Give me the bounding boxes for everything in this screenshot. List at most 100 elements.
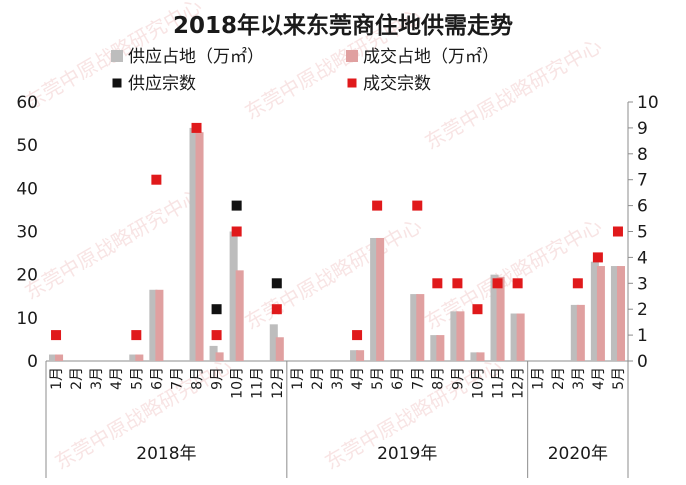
bar-deal-area (596, 266, 605, 361)
bar-deal-area (195, 132, 204, 361)
x-tick-month-label: 2月 (551, 367, 567, 390)
x-tick-month-label: 5月 (129, 367, 145, 390)
right-y-tick-label: 4 (637, 248, 648, 268)
x-tick-month-label: 4月 (591, 367, 607, 390)
marker-deal-count (151, 174, 162, 185)
bar-deal-area (376, 237, 385, 361)
bar-deal-area (215, 352, 224, 361)
x-tick-month-label: 3月 (330, 367, 346, 390)
x-tick-month-label: 8月 (430, 367, 446, 390)
bar-supply-area (430, 335, 439, 361)
right-y-tick-label: 5 (637, 223, 648, 243)
bar-supply-area (189, 127, 198, 362)
x-tick-month-label: 1月 (531, 367, 547, 390)
legend-label-deal_count: 成交宗数 (363, 74, 431, 94)
marker-deal-count (512, 278, 523, 289)
x-tick-month-label: 9月 (210, 367, 226, 390)
marker-deal-count (452, 278, 463, 289)
legend-swatch-supply_count (112, 78, 122, 88)
left-y-tick-label: 20 (16, 266, 38, 286)
marker-deal-count (271, 304, 282, 315)
marker-deal-count (352, 330, 363, 341)
marker-deal-count (612, 226, 623, 237)
x-tick-month-label: 11月 (491, 367, 507, 399)
bar-supply-area (49, 354, 58, 361)
left-y-tick-label: 30 (16, 223, 38, 243)
marker-deal-count (372, 200, 383, 211)
bar-supply-area (129, 354, 138, 361)
bar-supply-area (610, 266, 619, 361)
bar-supply-area (590, 261, 599, 361)
x-tick-month-label: 6月 (149, 367, 165, 390)
left-y-tick-label: 50 (16, 136, 38, 156)
x-tick-month-label: 10月 (470, 367, 486, 399)
bar-deal-area (436, 335, 445, 361)
bar-supply-area (570, 304, 579, 361)
bar-deal-area (55, 354, 64, 361)
x-tick-month-label: 6月 (390, 367, 406, 390)
x-tick-month-label: 11月 (250, 367, 266, 399)
x-group-year-label: 2018年 (136, 444, 196, 464)
x-group-year-label: 2019年 (377, 444, 437, 464)
x-tick-month-label: 5月 (370, 367, 386, 390)
marker-deal-count (432, 278, 443, 289)
bar-deal-area (135, 354, 144, 361)
bar-supply-area (410, 294, 419, 361)
x-tick-month-label: 1月 (290, 367, 306, 390)
watermark-layer: 东莞中原战略研究中心 东莞中原战略研究中心东莞中原战略研究中心东莞中原战略研究中心… (21, 0, 606, 474)
x-tick-month-label: 7月 (169, 367, 185, 390)
marker-supply-count (211, 304, 222, 315)
marker-deal-count (191, 122, 202, 133)
legend-label-supply_count: 供应宗数 (128, 74, 196, 94)
right-y-tick-label: 2 (637, 300, 648, 320)
x-tick-month-label: 3月 (571, 367, 587, 390)
bar-deal-area (235, 270, 244, 361)
marker-deal-count (592, 252, 603, 263)
bar-supply-area (209, 345, 218, 361)
marker-supply-count (271, 278, 282, 289)
x-tick-month-label: 2月 (69, 367, 85, 390)
marker-deal-count (572, 278, 583, 289)
x-tick-month-label: 2月 (310, 367, 326, 390)
x-axis-labels: 1月 2月 3月 4月 5月 6月 7月 8月 9月 10月 11月 12月 1月 2月 3月 4月 5月 6月 7… (45, 361, 629, 478)
marker-supply-count (231, 200, 242, 211)
bar-deal-area (356, 350, 365, 361)
bar-deal-area (456, 311, 465, 361)
left-y-tick-label: 60 (16, 93, 38, 113)
right-y-tick-label: 10 (637, 93, 659, 113)
bar-deal-area (275, 337, 284, 361)
right-y-tick-label: 1 (637, 326, 648, 346)
marker-deal-count (472, 304, 483, 315)
marker-deal-count (211, 330, 222, 341)
count-markers (51, 122, 623, 341)
watermark-text: 东莞中原战略研究中心 (21, 184, 206, 305)
x-tick-month-label: 4月 (350, 367, 366, 390)
right-y-tick-label: 7 (637, 171, 648, 191)
right-y-tick-label: 6 (637, 197, 648, 217)
bar-supply-area (490, 274, 499, 361)
bar-deal-area (516, 313, 525, 361)
legend-swatch-deal_count (347, 78, 357, 88)
legend-label-deal_area: 成交占地（万㎡） (363, 47, 499, 67)
x-tick-month-label: 4月 (109, 367, 125, 390)
bar-deal-area (496, 276, 505, 361)
bar-deal-area (476, 352, 485, 361)
x-tick-month-label: 12月 (270, 367, 286, 399)
legend-swatch-supply_area (111, 50, 123, 62)
left-y-tick-label: 0 (27, 352, 38, 372)
x-group-year-label: 2020年 (548, 444, 608, 464)
right-y-tick-label: 9 (637, 119, 648, 139)
x-tick-month-label: 3月 (89, 367, 105, 390)
bar-deal-area (576, 304, 585, 361)
x-tick-month-label: 9月 (450, 367, 466, 390)
x-tick-month-label: 12月 (511, 367, 527, 399)
bar-supply-area (470, 352, 479, 361)
legend: 供应占地（万㎡） 成交占地（万㎡） 供应宗数 成交宗数 (111, 47, 499, 94)
bars (49, 127, 625, 362)
legend-swatch-deal_area (346, 50, 358, 62)
right-y-tick-label: 0 (637, 352, 648, 372)
watermark-text: 东莞中原战略研究中心 (241, 214, 426, 335)
x-tick-month-label: 7月 (410, 367, 426, 390)
bar-supply-area (450, 311, 459, 361)
bar-supply-area (350, 350, 359, 361)
